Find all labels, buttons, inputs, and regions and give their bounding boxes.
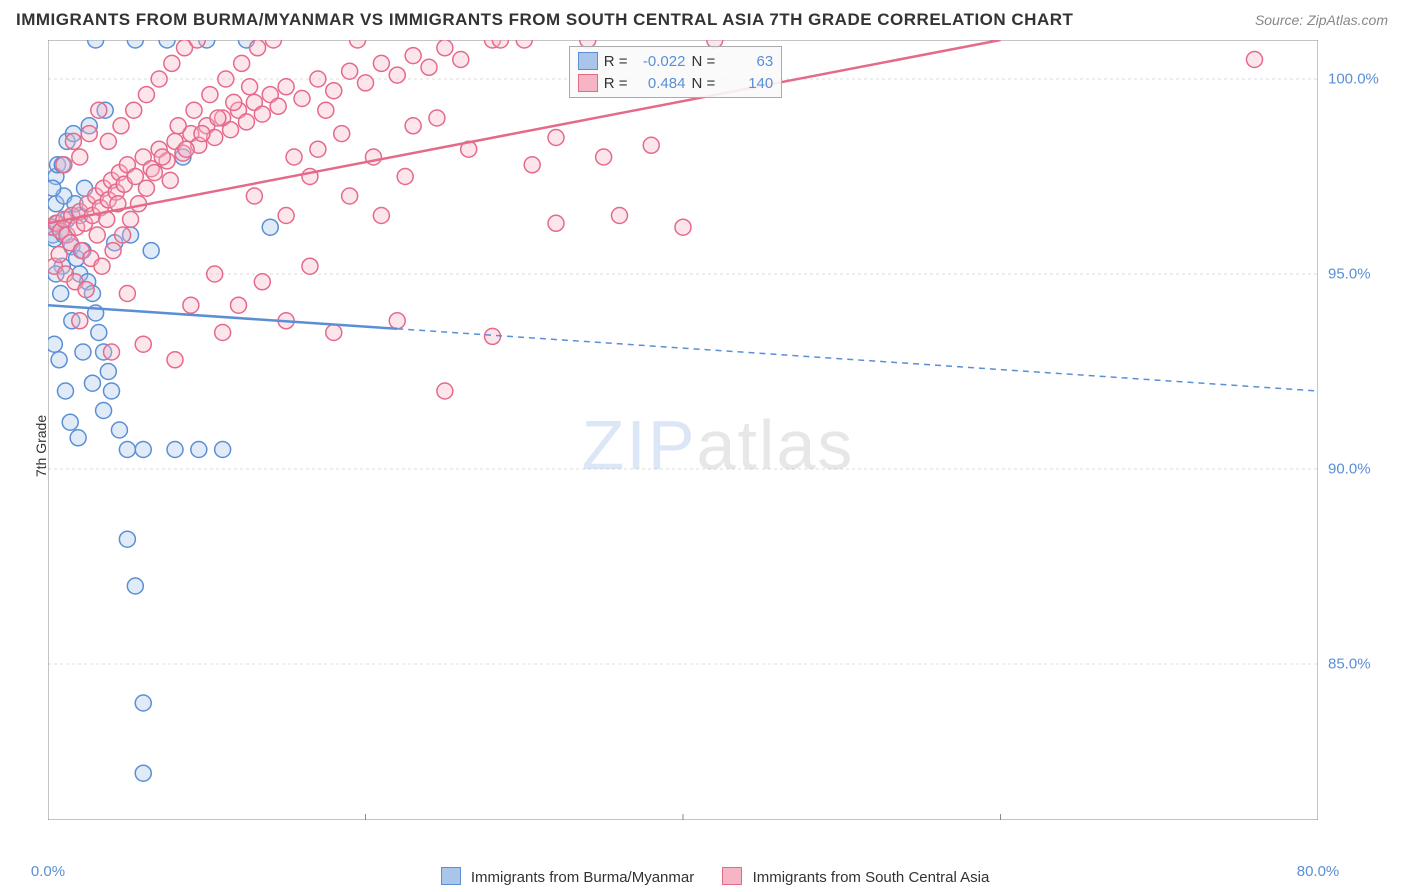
n-label: N =: [691, 75, 715, 92]
n-val-sca: 140: [721, 75, 773, 92]
n-val-burma: 63: [721, 53, 773, 70]
bottom-swatch-sca: [722, 867, 742, 885]
chart-title: IMMIGRANTS FROM BURMA/MYANMAR VS IMMIGRA…: [16, 10, 1073, 30]
bottom-swatch-burma: [441, 867, 461, 885]
y-axis-label: 7th Grade: [33, 415, 49, 477]
source-credit: Source: ZipAtlas.com: [1255, 12, 1388, 28]
plot-area: ZIPatlas R = -0.022 N = 63 R = 0.484 N =…: [48, 40, 1388, 850]
r-val-sca: 0.484: [633, 75, 685, 92]
bottom-label-burma: Immigrants from Burma/Myanmar: [471, 869, 694, 886]
n-label: N =: [691, 53, 715, 70]
ytick-label: 85.0%: [1328, 656, 1398, 673]
stats-legend: R = -0.022 N = 63 R = 0.484 N = 140: [569, 46, 783, 98]
scatter-svg: [48, 40, 1318, 820]
ytick-label: 90.0%: [1328, 461, 1398, 478]
stats-row-burma: R = -0.022 N = 63: [578, 50, 774, 72]
bottom-label-sca: Immigrants from South Central Asia: [753, 869, 990, 886]
bottom-legend: Immigrants from Burma/Myanmar Immigrants…: [0, 867, 1406, 886]
r-label: R =: [604, 53, 628, 70]
swatch-burma: [578, 52, 598, 70]
r-label: R =: [604, 75, 628, 92]
chart-container: IMMIGRANTS FROM BURMA/MYANMAR VS IMMIGRA…: [0, 0, 1406, 892]
stats-row-sca: R = 0.484 N = 140: [578, 72, 774, 94]
ytick-label: 95.0%: [1328, 266, 1398, 283]
swatch-sca: [578, 74, 598, 92]
r-val-burma: -0.022: [633, 53, 685, 70]
ytick-label: 100.0%: [1328, 71, 1398, 88]
